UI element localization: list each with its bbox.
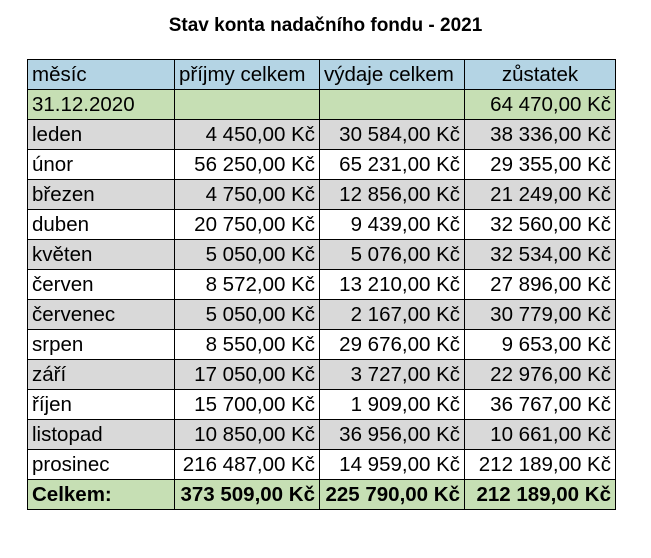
balance-cell: 212 189,00 Kč bbox=[464, 449, 616, 480]
column-header-expense: výdaje celkem bbox=[319, 59, 465, 90]
table-row: únor 56 250,00 Kč 65 231,00 Kč 29 355,00 Kč bbox=[27, 149, 616, 180]
opening-income-cell bbox=[174, 89, 320, 120]
expense-cell: 65 231,00 Kč bbox=[319, 149, 465, 180]
income-cell: 15 700,00 Kč bbox=[174, 389, 320, 420]
income-cell: 17 050,00 Kč bbox=[174, 359, 320, 390]
table-row: červenec 5 050,00 Kč 2 167,00 Kč 30 779,00 … bbox=[27, 299, 616, 330]
opening-date-cell: 31.12.2020 bbox=[27, 89, 175, 120]
balance-cell: 9 653,00 Kč bbox=[464, 329, 616, 360]
month-cell: srpen bbox=[27, 329, 175, 360]
income-cell: 4 450,00 Kč bbox=[174, 119, 320, 150]
total-balance-cell: 212 189,00 Kč bbox=[464, 479, 616, 510]
expense-cell: 2 167,00 Kč bbox=[319, 299, 465, 330]
table-row: červen 8 572,00 Kč 13 210,00 Kč 27 896,00 K… bbox=[27, 269, 616, 300]
total-row: Celkem: 373 509,00 Kč 225 790,00 Kč 212 189… bbox=[27, 479, 616, 510]
expense-cell: 9 439,00 Kč bbox=[319, 209, 465, 240]
table-row: květen 5 050,00 Kč 5 076,00 Kč 32 534,00 Kč bbox=[27, 239, 616, 270]
month-cell: květen bbox=[27, 239, 175, 270]
table-row: březen 4 750,00 Kč 12 856,00 Kč 21 249,00 K… bbox=[27, 179, 616, 210]
table-row: srpen 8 550,00 Kč 29 676,00 Kč 9 653,00 Kč bbox=[27, 329, 616, 360]
balance-cell: 22 976,00 Kč bbox=[464, 359, 616, 390]
month-cell: září bbox=[27, 359, 175, 390]
month-cell: únor bbox=[27, 149, 175, 180]
month-cell: červenec bbox=[27, 299, 175, 330]
table-row: říjen 15 700,00 Kč 1 909,00 Kč 36 767,00 Kč bbox=[27, 389, 616, 420]
table-row: leden 4 450,00 Kč 30 584,00 Kč 38 336,00 Kč bbox=[27, 119, 616, 150]
income-cell: 56 250,00 Kč bbox=[174, 149, 320, 180]
expense-cell: 12 856,00 Kč bbox=[319, 179, 465, 210]
page-title: Stav konta nadačního fondu - 2021 bbox=[168, 15, 483, 36]
expense-cell: 29 676,00 Kč bbox=[319, 329, 465, 360]
income-cell: 5 050,00 Kč bbox=[174, 239, 320, 270]
total-income-cell: 373 509,00 Kč bbox=[174, 479, 320, 510]
expense-cell: 36 956,00 Kč bbox=[319, 419, 465, 450]
income-cell: 8 572,00 Kč bbox=[174, 269, 320, 300]
table-row: duben 20 750,00 Kč 9 439,00 Kč 32 560,00 Kč bbox=[27, 209, 616, 240]
month-cell: březen bbox=[27, 179, 175, 210]
expense-cell: 1 909,00 Kč bbox=[319, 389, 465, 420]
total-label-cell: Celkem: bbox=[27, 479, 175, 510]
month-cell: leden bbox=[27, 119, 175, 150]
balance-cell: 10 661,00 Kč bbox=[464, 419, 616, 450]
income-cell: 8 550,00 Kč bbox=[174, 329, 320, 360]
balance-cell: 21 249,00 Kč bbox=[464, 179, 616, 210]
month-cell: listopad bbox=[27, 419, 175, 450]
balance-cell: 29 355,00 Kč bbox=[464, 149, 616, 180]
expense-cell: 30 584,00 Kč bbox=[319, 119, 465, 150]
table-row: prosinec 216 487,00 Kč 14 959,00 Kč 212 189… bbox=[27, 449, 616, 480]
income-cell: 20 750,00 Kč bbox=[174, 209, 320, 240]
month-cell: červen bbox=[27, 269, 175, 300]
opening-balance-row: 31.12.2020 64 470,00 Kč bbox=[27, 89, 616, 120]
balance-cell: 36 767,00 Kč bbox=[464, 389, 616, 420]
expense-cell: 3 727,00 Kč bbox=[319, 359, 465, 390]
balance-cell: 30 779,00 Kč bbox=[464, 299, 616, 330]
total-expense-cell: 225 790,00 Kč bbox=[319, 479, 465, 510]
income-cell: 4 750,00 Kč bbox=[174, 179, 320, 210]
month-cell: duben bbox=[27, 209, 175, 240]
income-cell: 10 850,00 Kč bbox=[174, 419, 320, 450]
opening-expense-cell bbox=[319, 89, 465, 120]
column-header-month: měsíc bbox=[27, 59, 175, 90]
expense-cell: 14 959,00 Kč bbox=[319, 449, 465, 480]
month-cell: říjen bbox=[27, 389, 175, 420]
account-balance-table: měsíc příjmy celkem výdaje celkem zůstat… bbox=[27, 59, 616, 510]
balance-cell: 27 896,00 Kč bbox=[464, 269, 616, 300]
income-cell: 216 487,00 Kč bbox=[174, 449, 320, 480]
balance-cell: 32 560,00 Kč bbox=[464, 209, 616, 240]
month-cell: prosinec bbox=[27, 449, 175, 480]
expense-cell: 13 210,00 Kč bbox=[319, 269, 465, 300]
column-header-income: příjmy celkem bbox=[174, 59, 320, 90]
table-row: září 17 050,00 Kč 3 727,00 Kč 22 976,00 Kč bbox=[27, 359, 616, 390]
expense-cell: 5 076,00 Kč bbox=[319, 239, 465, 270]
balance-cell: 32 534,00 Kč bbox=[464, 239, 616, 270]
income-cell: 5 050,00 Kč bbox=[174, 299, 320, 330]
opening-balance-cell: 64 470,00 Kč bbox=[464, 89, 616, 120]
balance-cell: 38 336,00 Kč bbox=[464, 119, 616, 150]
column-header-balance: zůstatek bbox=[464, 59, 616, 90]
table-header-row: měsíc příjmy celkem výdaje celkem zůstat… bbox=[27, 59, 616, 90]
table-row: listopad 10 850,00 Kč 36 956,00 Kč 10 661,0… bbox=[27, 419, 616, 450]
